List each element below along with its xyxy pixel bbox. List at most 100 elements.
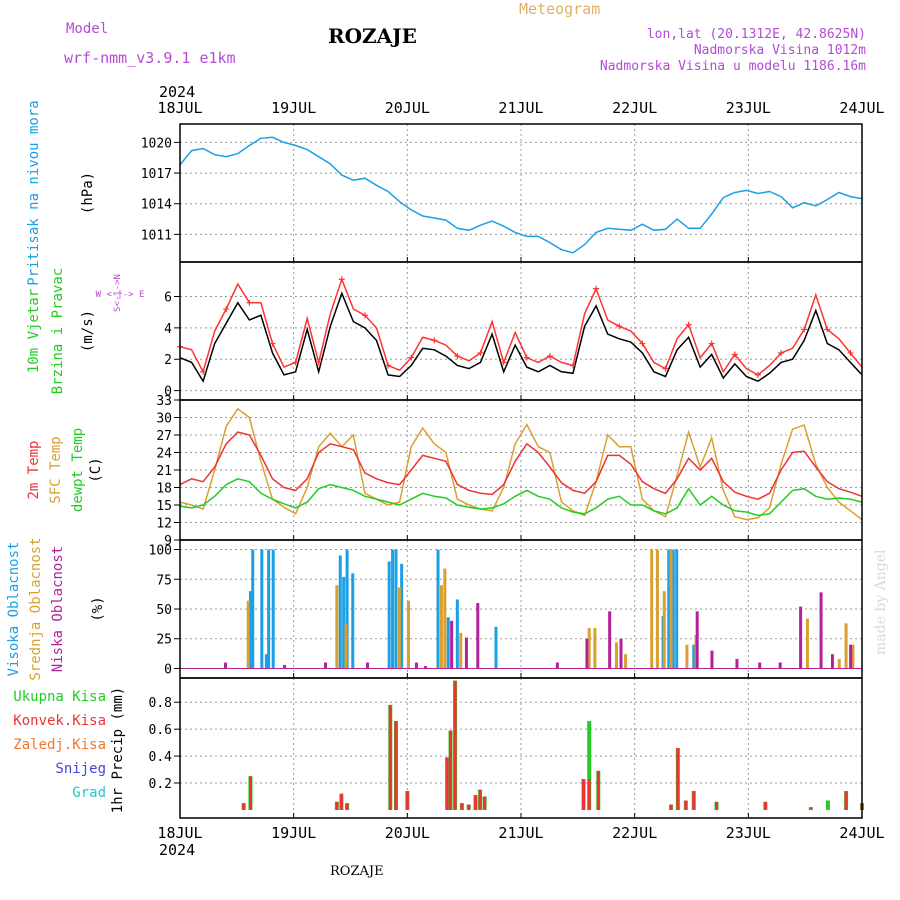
- low_cloud-bar: [555, 662, 559, 669]
- y-tick-label: 30: [156, 412, 172, 427]
- mid_cloud-bar: [685, 644, 689, 669]
- temperature-ylabel: SFC Temp: [48, 436, 64, 503]
- date-label-bottom: 18JUL: [157, 824, 202, 842]
- high_cloud-bar: [671, 549, 675, 669]
- conv_precip-bar: [467, 804, 471, 810]
- conv_precip-bar: [453, 680, 457, 810]
- mid_cloud-bar: [662, 591, 666, 669]
- gust-marker: [246, 299, 253, 306]
- gust-marker: [523, 354, 530, 361]
- date-label-bottom: 21JUL: [498, 824, 543, 842]
- gust-marker: [685, 321, 692, 328]
- low_cloud-bar: [849, 644, 853, 669]
- mid_cloud-bar: [851, 644, 855, 669]
- y-tick-label: 75: [156, 573, 172, 588]
- conv_precip-bar: [483, 796, 487, 810]
- gust-marker: [338, 276, 345, 283]
- gust-series-line: [179, 277, 863, 376]
- conv_precip-bar: [242, 803, 246, 810]
- date-label-top: 18JUL: [157, 99, 202, 117]
- y-tick-label: 18: [156, 482, 172, 497]
- y-tick-label: 15: [156, 499, 172, 514]
- low_cloud-bar: [778, 662, 782, 669]
- high_cloud-bar: [345, 549, 349, 669]
- low_cloud-bar: [283, 664, 287, 669]
- high_cloud-bar: [436, 549, 440, 669]
- y-tick-label: 0.6: [149, 723, 172, 738]
- gust-marker: [454, 353, 461, 360]
- location-title: ROZAJE: [328, 24, 417, 48]
- wind-compass-horizontal: W <-|-> E: [96, 290, 145, 300]
- low_cloud-bar: [366, 662, 370, 669]
- credit-watermark: made by Angel: [873, 549, 889, 655]
- conv_precip-bar: [587, 778, 591, 810]
- pressure-panel: 1011 1014 1017 1020 Pritisak na nivou mora (h…: [26, 100, 863, 286]
- mid_cloud-bar: [459, 632, 463, 669]
- precip-legend-item: Snijeg: [55, 761, 106, 777]
- date-label-bottom: 23JUL: [726, 824, 771, 842]
- low_cloud-bar: [585, 638, 589, 669]
- date-label-top: 22JUL: [612, 99, 657, 117]
- mid_cloud-bar: [344, 624, 348, 669]
- high_cloud-bar: [338, 555, 342, 669]
- conv_precip-bar: [345, 803, 349, 810]
- high_cloud-bar: [446, 617, 450, 669]
- y-tick-label: 2: [164, 353, 172, 368]
- mid_cloud-bar: [844, 623, 848, 669]
- year-top: 2024: [159, 83, 195, 101]
- low_cloud-bar: [476, 603, 480, 669]
- pressure-series-line: [179, 136, 863, 254]
- gust-marker: [292, 359, 299, 366]
- gust-marker: [662, 365, 669, 372]
- high_cloud-bar: [667, 549, 671, 669]
- gust-marker: [616, 323, 623, 330]
- conv_precip-bar: [339, 793, 343, 810]
- precip-legend-item: Zaledj.Kisa: [13, 737, 106, 753]
- clouds-unit: (%): [90, 596, 106, 621]
- y-tick-label: 50: [156, 603, 172, 618]
- model-name: wrf-nmm_v3.9.1 e1km: [64, 49, 236, 67]
- high_cloud-bar: [248, 591, 252, 669]
- conv_precip-bar: [394, 721, 398, 810]
- high_cloud-bar: [342, 576, 346, 669]
- conv_precip-bar: [248, 776, 252, 810]
- low_cloud-bar: [608, 611, 612, 669]
- gust-marker: [477, 349, 484, 356]
- conv_precip-bar: [460, 803, 464, 810]
- clouds-ylabel: Niska Oblacnost: [50, 546, 66, 672]
- pressure-unit: (hPa): [80, 172, 96, 214]
- mid_cloud-bar: [655, 549, 659, 669]
- dew-series-line: [179, 478, 863, 517]
- gust-marker: [361, 312, 368, 319]
- gust-marker: [824, 326, 831, 333]
- gust-marker: [223, 306, 230, 313]
- lonlat-text: lon,lat (20.1312E, 42.8625N): [647, 27, 866, 42]
- low_cloud-bar: [450, 620, 454, 669]
- temperature-panel: 9 12 15 18 21 24 27 30 33 2m Temp SFC Temp dewpt Te…: [26, 394, 863, 549]
- high_cloud-bar: [455, 599, 459, 669]
- low_cloud-bar: [414, 662, 418, 669]
- gust-marker: [385, 362, 392, 369]
- clouds-panel: 0 25 50 75 100 Visoka Oblacnost Srednja Oblacn…: [6, 537, 863, 681]
- y-tick-label: 21: [156, 464, 172, 479]
- wind_speed-series-line: [179, 291, 863, 384]
- low_cloud-bar: [464, 637, 468, 669]
- high_cloud-bar: [271, 549, 275, 669]
- y-tick-label: 0: [164, 385, 172, 400]
- conv_precip-bar: [474, 795, 478, 810]
- sfc-series-line: [179, 407, 863, 521]
- temperature-ylabel: 2m Temp: [26, 440, 42, 499]
- mid_cloud-bar: [805, 618, 809, 669]
- conv_precip-bar: [715, 801, 719, 810]
- gust-marker: [200, 368, 207, 375]
- gust-marker: [431, 337, 438, 344]
- gust-marker: [847, 349, 854, 356]
- model-label: Model: [66, 21, 108, 37]
- low_cloud-bar: [830, 654, 834, 669]
- precip-legend-item: Ukupna Kisa: [13, 689, 106, 705]
- total_precip-bar: [825, 800, 830, 810]
- high_cloud-bar: [351, 573, 355, 669]
- temperature-ylabel: dewpt Temp: [70, 428, 86, 512]
- gust-marker: [593, 285, 600, 292]
- wind-panel: 0 2 4 6 10m Vjetar Brzina i Pravac (m/s)W <-|-…: [26, 261, 863, 401]
